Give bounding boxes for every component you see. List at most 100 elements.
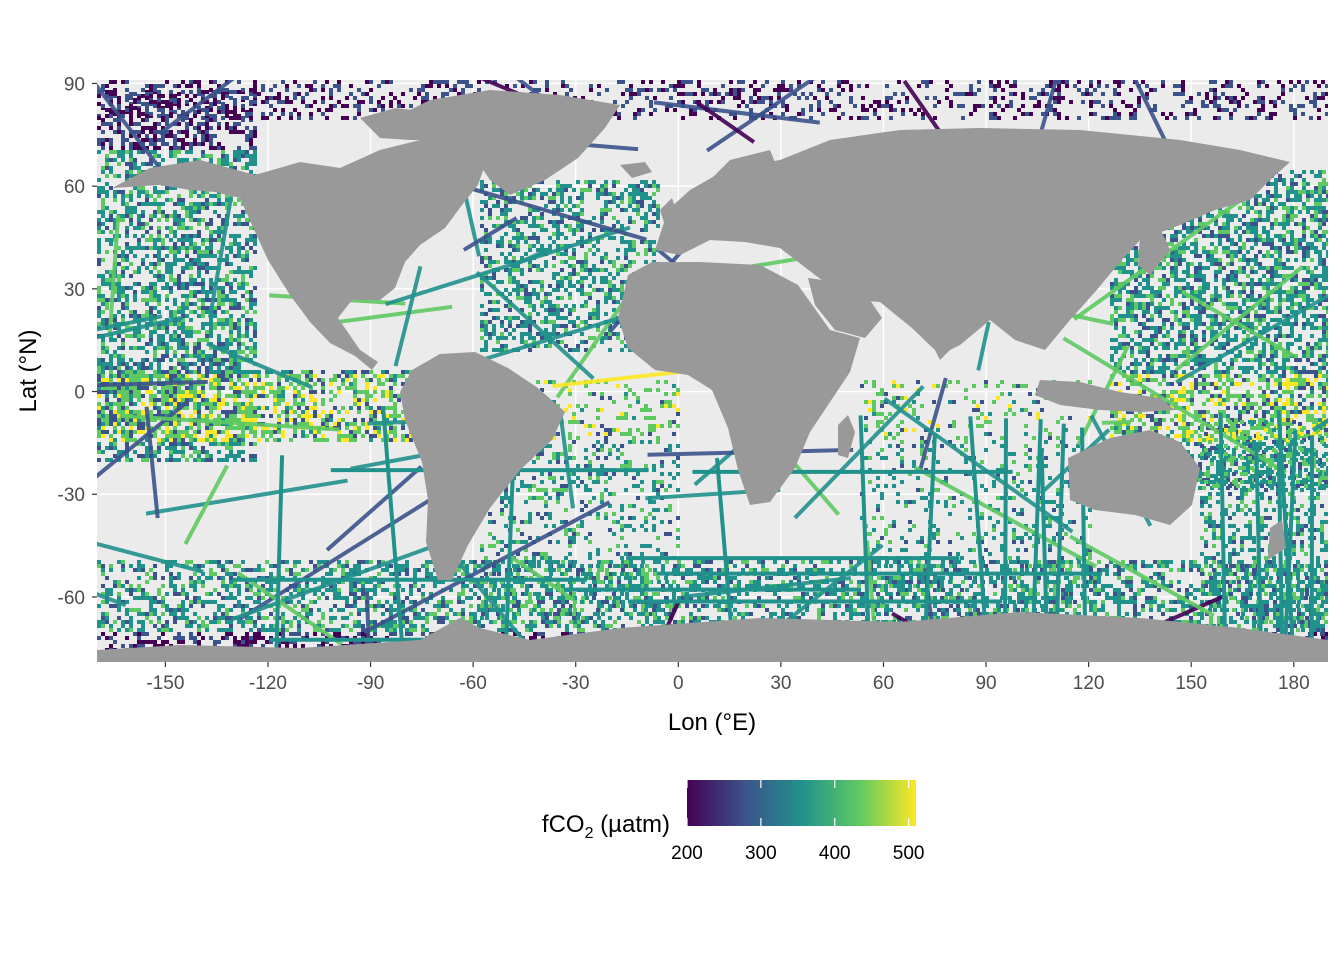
observation-cell [504, 208, 508, 212]
observation-cell [1198, 390, 1202, 394]
observation-cell [1266, 394, 1270, 398]
observation-cell [137, 454, 141, 458]
observation-cell [480, 240, 484, 244]
observation-cell [181, 130, 185, 134]
observation-cell [1302, 398, 1306, 402]
observation-cell [1314, 314, 1318, 318]
observation-cell [1202, 290, 1206, 294]
observation-cell [480, 312, 484, 316]
observation-cell [161, 126, 165, 130]
observation-cell [1318, 226, 1322, 230]
observation-cell [229, 126, 233, 130]
observation-cell [1130, 354, 1134, 358]
observation-cell [253, 266, 257, 270]
observation-cell [560, 316, 564, 320]
observation-cell [1126, 306, 1130, 310]
observation-cell [540, 288, 544, 292]
observation-cell [105, 458, 109, 462]
observation-cell [181, 282, 185, 286]
observation-cell [1326, 298, 1328, 302]
observation-cell [1222, 230, 1226, 234]
observation-cell [1194, 278, 1198, 282]
observation-cell [1322, 190, 1326, 194]
observation-cell [125, 386, 129, 390]
observation-cell [1302, 266, 1306, 270]
observation-cell [1246, 206, 1250, 210]
observation-cell [568, 320, 572, 324]
observation-cell [1322, 178, 1326, 182]
observation-cell [173, 434, 177, 438]
observation-cell [121, 198, 125, 202]
observation-cell [177, 158, 181, 162]
observation-cell [121, 346, 125, 350]
observation-cell [1310, 386, 1314, 390]
observation-cell [137, 166, 141, 170]
observation-cell [552, 200, 556, 204]
observation-cell [193, 110, 197, 114]
observation-cell [1290, 278, 1294, 282]
observation-cell [233, 426, 237, 430]
observation-cell [121, 130, 125, 134]
observation-cell [1182, 226, 1186, 230]
observation-cell [1286, 390, 1290, 394]
observation-cell [97, 190, 101, 194]
observation-cell [205, 126, 209, 130]
observation-cell [1194, 274, 1198, 278]
observation-cell [1310, 334, 1314, 338]
observation-cell [500, 280, 504, 284]
observation-cell [1310, 354, 1314, 358]
observation-cell [1182, 414, 1186, 418]
observation-cell [552, 320, 556, 324]
observation-cell [1290, 306, 1294, 310]
observation-cell [1122, 262, 1126, 266]
observation-cell [209, 158, 213, 162]
observation-cell [1278, 334, 1282, 338]
observation-cell [1310, 326, 1314, 330]
observation-cell [1166, 306, 1170, 310]
observation-cell [101, 198, 105, 202]
observation-cell [133, 290, 137, 294]
observation-cell [209, 118, 213, 122]
observation-cell [1170, 338, 1174, 342]
observation-cell [197, 250, 201, 254]
observation-cell [173, 370, 177, 374]
observation-cell [149, 418, 153, 422]
observation-cell [105, 190, 109, 194]
observation-cell [1270, 458, 1274, 462]
observation-cell [181, 314, 185, 318]
observation-cell [185, 206, 189, 210]
observation-cell [1154, 294, 1158, 298]
observation-cell [161, 346, 165, 350]
observation-cell [169, 358, 173, 362]
observation-cell [1134, 374, 1138, 378]
observation-cell [217, 158, 221, 162]
observation-cell [1274, 338, 1278, 342]
observation-cell [492, 188, 496, 192]
observation-cell [1210, 474, 1214, 478]
observation-cell [556, 288, 560, 292]
observation-cell [1138, 294, 1142, 298]
observation-cell [149, 218, 153, 222]
observation-cell [1170, 370, 1174, 374]
observation-cell [205, 122, 209, 126]
observation-cell [201, 206, 205, 210]
observation-cell [181, 238, 185, 242]
observation-cell [1158, 410, 1162, 414]
observation-cell [580, 188, 584, 192]
observation-cell [181, 366, 185, 370]
observation-cell [97, 242, 101, 246]
observation-cell [181, 142, 185, 146]
observation-cell [564, 288, 568, 292]
observation-cell [177, 422, 181, 426]
observation-cell [1194, 338, 1198, 342]
observation-cell [1190, 314, 1194, 318]
observation-cell [504, 220, 508, 224]
observation-cell [225, 442, 229, 446]
observation-cell [1286, 342, 1290, 346]
observation-cell [117, 122, 121, 126]
observation-cell [1326, 466, 1328, 470]
observation-cell [161, 354, 165, 358]
observation-cell [1266, 282, 1270, 286]
observation-cell [1226, 222, 1230, 226]
observation-cell [1266, 366, 1270, 370]
